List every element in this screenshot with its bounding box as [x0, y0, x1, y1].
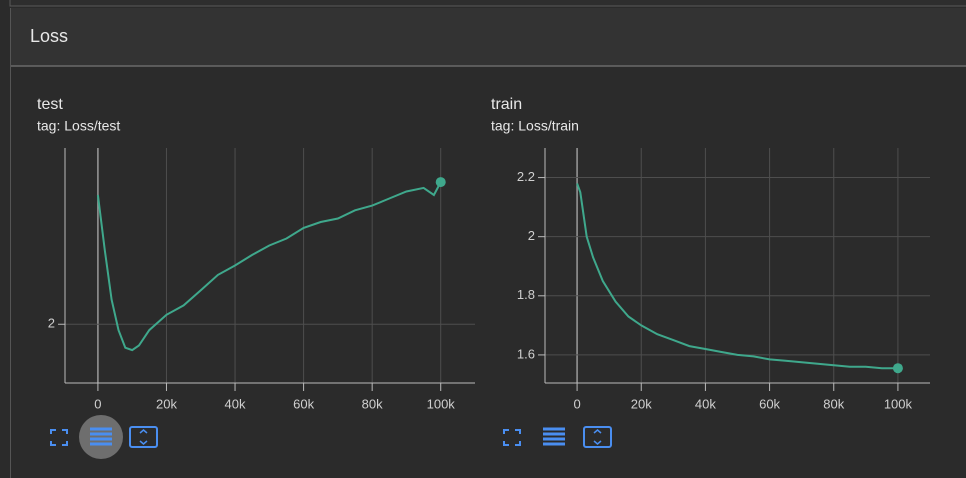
- icon-highlight: [79, 415, 123, 459]
- x-tick-label: 20k: [156, 396, 177, 411]
- fit-icon[interactable]: [129, 426, 158, 448]
- x-tick-label: 0: [94, 396, 101, 411]
- chart-title: train: [491, 96, 522, 113]
- y-tick-label: 2: [528, 228, 535, 243]
- x-tick-label: 60k: [293, 396, 314, 411]
- loss-line: [96, 181, 442, 352]
- x-tick-label: 20k: [631, 396, 652, 411]
- log-scale-icon[interactable]: [90, 427, 112, 446]
- x-tick-label: 0: [573, 396, 580, 411]
- section-header[interactable]: [10, 8, 966, 66]
- section-title: Loss: [30, 26, 68, 46]
- y-tick-label: 2: [48, 316, 55, 331]
- last-point: [435, 177, 446, 188]
- y-tick-label: 1.6: [517, 346, 535, 361]
- x-tick-label: 40k: [225, 396, 246, 411]
- fullscreen-icon[interactable]: [50, 429, 68, 446]
- chart-title: test: [37, 96, 63, 113]
- fit-arrows: [593, 429, 602, 445]
- loss-line: [576, 183, 898, 370]
- top-bar: [9, 0, 966, 7]
- chart-subtitle: tag: Loss/train: [491, 118, 579, 134]
- x-tick-label: 60k: [759, 396, 780, 411]
- x-tick-label: 100k: [884, 396, 913, 411]
- x-tick-label: 80k: [823, 396, 844, 411]
- fit-icon[interactable]: [583, 426, 612, 448]
- chart-subtitle: tag: Loss/test: [37, 118, 120, 134]
- last-point: [892, 363, 903, 374]
- y-tick-label: 2.2: [517, 169, 535, 184]
- y-tick-label: 1.8: [517, 287, 535, 302]
- charts: test tag: Loss/test 0 20k 40k 60k 80k 100k 2 trai…: [37, 96, 930, 411]
- x-tick-label: 40k: [695, 396, 716, 411]
- toolbar: [50, 415, 612, 459]
- x-tick-label: 100k: [427, 396, 456, 411]
- log-scale-icon[interactable]: [543, 427, 565, 446]
- fullscreen-icon[interactable]: [503, 429, 521, 446]
- fit-arrows: [139, 429, 148, 445]
- x-tick-label: 80k: [362, 396, 383, 411]
